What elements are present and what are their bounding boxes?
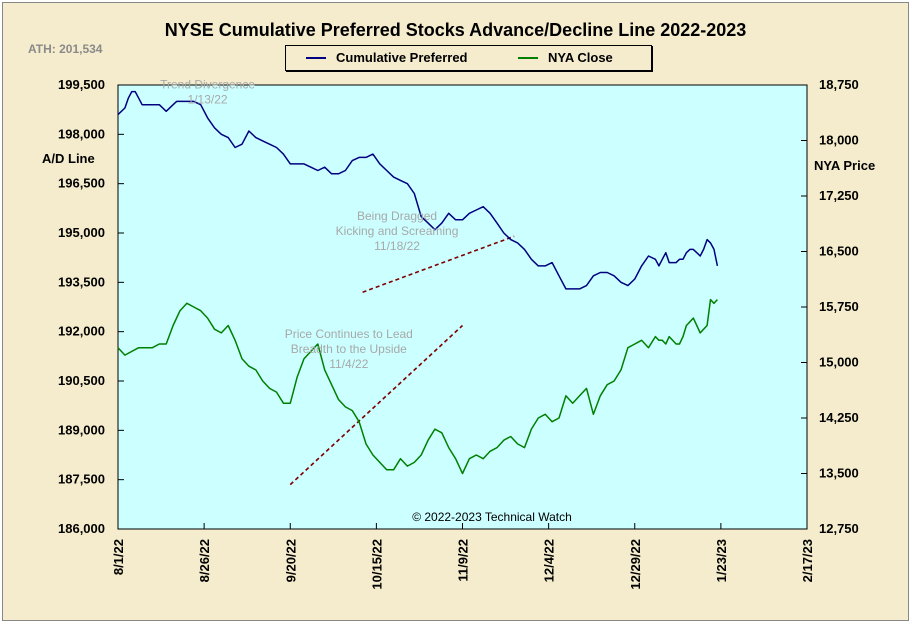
legend-swatch-nya bbox=[518, 57, 538, 59]
right-tick-label: 17,250 bbox=[819, 188, 859, 203]
x-tick-label: 11/9/22 bbox=[456, 539, 471, 582]
right-axis-title: NYA Price bbox=[814, 158, 876, 173]
x-tick-label: 9/20/22 bbox=[283, 539, 298, 582]
annotation-0-line-1: 1/13/22 bbox=[188, 92, 228, 106]
annotation-2-line-0: Price Continues to Lead bbox=[285, 327, 413, 341]
annotation-0-line-0: Trend Divergence bbox=[160, 77, 255, 91]
x-tick-label: 8/26/22 bbox=[197, 539, 212, 582]
left-tick-label: 193,500 bbox=[58, 274, 105, 289]
x-tick-label: 10/15/22 bbox=[369, 539, 384, 590]
series-line-nya-close bbox=[117, 298, 718, 475]
x-tick-label: 2/17/23 bbox=[800, 539, 815, 582]
left-tick-label: 196,500 bbox=[58, 176, 105, 191]
left-tick-label: 199,500 bbox=[58, 77, 105, 92]
right-tick-label: 18,000 bbox=[819, 133, 859, 148]
ath-label: ATH: 201,534 bbox=[28, 42, 103, 56]
legend: Cumulative Preferred NYA Close bbox=[285, 45, 652, 71]
annotation-1-line-2: 11/18/22 bbox=[374, 239, 420, 253]
right-tick-label: 12,750 bbox=[819, 521, 859, 536]
annotation-2-line-2: 11/4/22 bbox=[329, 357, 368, 371]
left-tick-label: 190,500 bbox=[58, 373, 105, 388]
legend-label-preferred: Cumulative Preferred bbox=[336, 50, 468, 65]
right-tick-label: 13,500 bbox=[819, 466, 859, 481]
plot-area bbox=[117, 84, 808, 530]
annotation-1-line-1: Kicking and Screaming bbox=[336, 224, 459, 238]
annotation-1-line-0: Being Dragged bbox=[357, 209, 437, 223]
x-tick-label: 12/4/22 bbox=[542, 539, 557, 582]
left-tick-label: 186,000 bbox=[58, 521, 105, 536]
series-line-cumulative-preferred bbox=[117, 90, 719, 290]
trendline-0 bbox=[362, 235, 515, 293]
annotation-2-line-1: Breadth to the Upside bbox=[291, 342, 407, 356]
left-tick-label: 195,000 bbox=[58, 225, 105, 240]
left-tick-label: 198,000 bbox=[58, 126, 105, 141]
left-tick-label: 187,500 bbox=[58, 472, 105, 487]
x-tick-label: 12/29/22 bbox=[628, 539, 643, 590]
right-tick-label: 18,750 bbox=[819, 77, 859, 92]
right-tick-label: 16,500 bbox=[819, 244, 859, 259]
x-tick-label: 8/1/22 bbox=[111, 539, 126, 575]
right-tick-label: 15,750 bbox=[819, 299, 859, 314]
chart-title: NYSE Cumulative Preferred Stocks Advance… bbox=[164, 20, 747, 40]
left-tick-label: 189,000 bbox=[58, 422, 105, 437]
legend-swatch-preferred bbox=[306, 57, 326, 59]
left-axis-title: A/D Line bbox=[42, 151, 95, 166]
x-tick-label: 1/23/23 bbox=[714, 539, 729, 582]
legend-label-nya: NYA Close bbox=[548, 50, 613, 65]
left-tick-label: 192,000 bbox=[58, 324, 105, 339]
right-tick-label: 14,250 bbox=[819, 410, 859, 425]
copyright-label: © 2022-2023 Technical Watch bbox=[412, 510, 572, 524]
right-tick-label: 15,000 bbox=[819, 355, 859, 370]
